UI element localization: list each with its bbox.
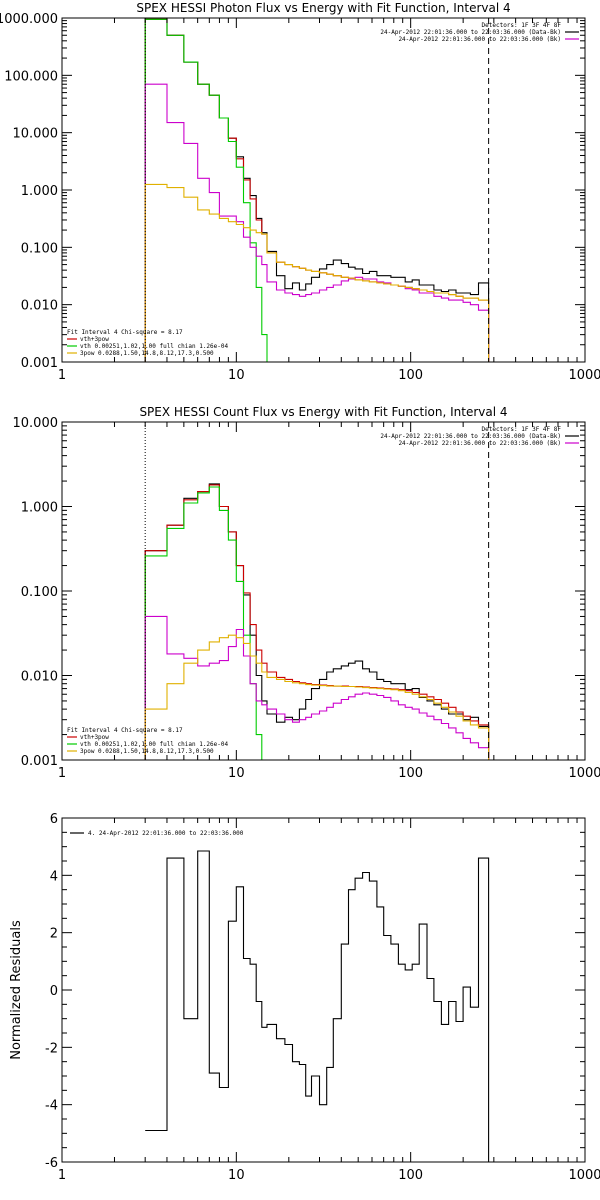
series-group: [145, 850, 490, 1162]
x-tick-label: 100: [398, 1168, 423, 1183]
header-annotation: Detectors: 1F 3F 4F 8F: [482, 426, 562, 433]
fit-annotation: Fit Interval 4 Chi-square = 8.17: [67, 329, 183, 336]
series-line-3: [144, 83, 490, 362]
x-tick-label: 10: [228, 766, 245, 781]
series-line-0: [144, 18, 490, 362]
y-axis-title: Normalized Residuals: [9, 920, 24, 1060]
series-line-0: [144, 483, 490, 760]
y-tick-label: 1000.000: [0, 12, 58, 27]
plot-frame: [61, 17, 586, 363]
fit-annotation: 3pow 0.0288,1.50,14.8,8.12,17.3,0.500: [80, 350, 214, 357]
legend-label: 4. 24-Apr-2012 22:01:36.000 to 22:03:36.…: [88, 830, 244, 837]
y-tick-label: 0.001: [21, 754, 58, 769]
x-tick-label: 100: [398, 368, 423, 383]
series-line-4: [144, 183, 490, 362]
header-annotation: 24-Apr-2012 22:01:36.000 to 22:03:36.000…: [398, 36, 561, 43]
photon-flux-panel: SPEX HESSI Photon Flux vs Energy with Fi…: [0, 1, 600, 383]
y-tick-label: 100.000: [4, 69, 58, 84]
header-annotation: 24-Apr-2012 22:01:36.000 to 22:03:36.000…: [380, 29, 561, 36]
y-tick-label: 0.010: [21, 670, 58, 685]
series-line-0: [145, 850, 490, 1162]
x-tick-label: 1: [58, 766, 66, 781]
y-tick-label: 0: [50, 984, 58, 999]
fit-annotation: vth+3pow: [80, 336, 109, 343]
y-tick-label: 0.010: [21, 299, 58, 314]
series-line-3: [144, 615, 490, 760]
y-tick-label: 2: [50, 927, 58, 942]
chart-title: SPEX HESSI Photon Flux vs Energy with Fi…: [136, 1, 510, 15]
y-tick-label: 6: [50, 812, 58, 827]
chart-title: SPEX HESSI Count Flux vs Energy with Fit…: [139, 405, 507, 419]
y-tick-label: 0.100: [21, 585, 58, 600]
y-tick-label: 10.000: [13, 127, 59, 142]
count-flux-panel: SPEX HESSI Count Flux vs Energy with Fit…: [13, 405, 600, 781]
fit-annotation: Fit Interval 4 Chi-square = 8.17: [67, 727, 183, 734]
series-line-4: [144, 634, 490, 760]
series-line-2: [144, 486, 263, 760]
x-tick-label: 1: [58, 368, 66, 383]
plot-frame: [61, 817, 586, 1163]
y-tick-label: 1.000: [21, 501, 58, 516]
header-annotation: Detectors: 1F 3F 4F 8F: [482, 22, 562, 29]
y-tick-label: -6: [45, 1156, 58, 1171]
x-tick-label: 10: [228, 1168, 245, 1183]
x-tick-label: 1000: [568, 1168, 600, 1183]
x-tick-label: 1: [58, 1168, 66, 1183]
x-tick-label: 100: [398, 766, 423, 781]
series-line-2: [144, 18, 268, 362]
x-tick-label: 10: [228, 368, 245, 383]
y-tick-label: -2: [45, 1041, 58, 1056]
series-group: [144, 483, 490, 760]
fit-annotation: vth 0.00251,1.02,1.00 full chian 1.26e-0…: [80, 741, 228, 748]
fit-annotation: 3pow 0.0288,1.50,14.8,8.12,17.3,0.500: [80, 748, 214, 755]
series-line-1: [144, 18, 490, 362]
plot-frame: [61, 421, 586, 761]
y-tick-label: 1.000: [21, 184, 58, 199]
series-group: [144, 18, 490, 362]
header-annotation: 24-Apr-2012 22:01:36.000 to 22:03:36.000…: [398, 440, 561, 447]
x-tick-label: 1000: [568, 368, 600, 383]
x-tick-label: 1000: [568, 766, 600, 781]
fit-annotation: vth+3pow: [80, 734, 109, 741]
y-tick-label: -4: [45, 1099, 58, 1114]
series-line-1: [144, 484, 490, 760]
y-tick-label: 10.000: [13, 416, 59, 431]
y-tick-label: 0.001: [21, 356, 58, 371]
y-tick-label: 4: [50, 869, 58, 884]
y-tick-label: 0.100: [21, 241, 58, 256]
header-annotation: 24-Apr-2012 22:01:36.000 to 22:03:36.000…: [380, 433, 561, 440]
residuals-panel: Normalized Residuals 1 10 100 1000 -6 -4 -2 0 2 4 6…: [9, 812, 600, 1183]
fit-annotation: vth 0.00251,1.02,1.00 full chian 1.26e-0…: [80, 343, 228, 350]
